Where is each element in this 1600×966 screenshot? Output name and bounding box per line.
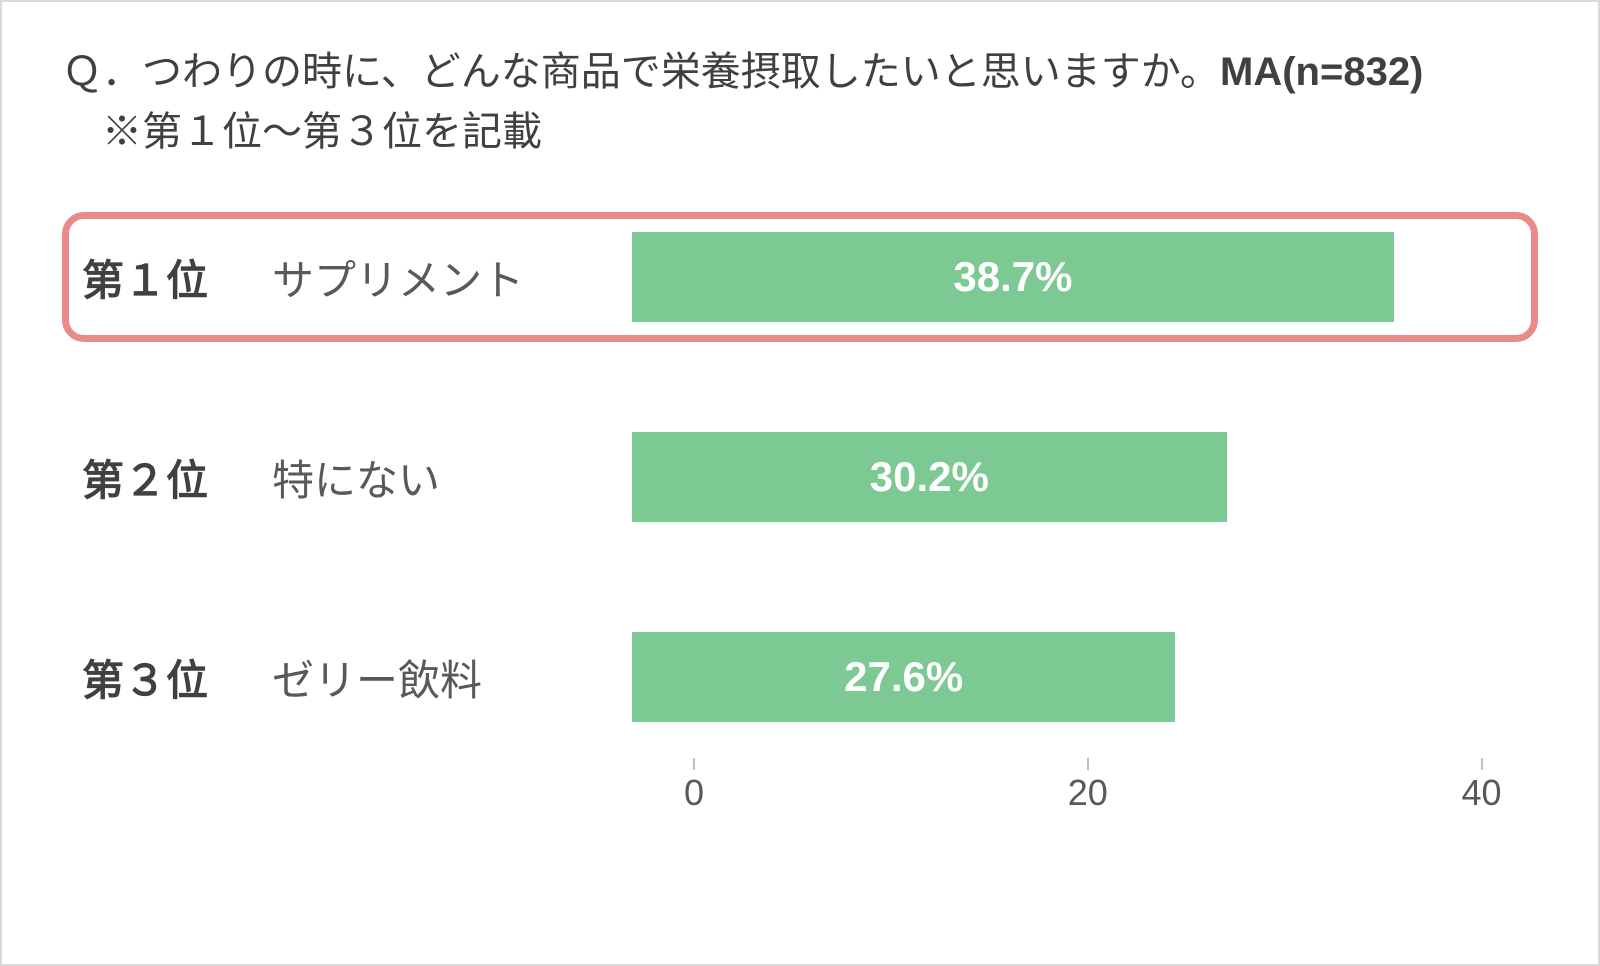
- bar-value-label: 30.2%: [870, 453, 989, 501]
- tick-mark: [1087, 758, 1089, 770]
- bar: 30.2%: [632, 432, 1227, 522]
- x-axis-tick: 20: [1068, 772, 1108, 814]
- x-axis-tick: 0: [684, 772, 704, 814]
- x-axis-tick: 40: [1462, 772, 1502, 814]
- rank-label: 第１位: [82, 247, 272, 308]
- ranking-row: 第１位サプリメント 38.7%: [62, 212, 1538, 342]
- chart-container: Ｑ．つわりの時に、どんな商品で栄養摂取したいと思いますか。MA(n=832) ※…: [0, 0, 1600, 966]
- bar-cell: 38.7%: [632, 219, 1518, 335]
- title-line-2: ※第１位～第３位を記載: [62, 102, 1538, 162]
- title-line-1: Ｑ．つわりの時に、どんな商品で栄養摂取したいと思いますか。MA(n=832): [62, 42, 1538, 102]
- title-sample-size: MA(n=832): [1220, 50, 1423, 94]
- title-question: Ｑ．つわりの時に、どんな商品で栄養摂取したいと思いますか。: [62, 50, 1220, 94]
- category-label: ゼリー飲料: [272, 647, 632, 708]
- tick-mark: [693, 758, 695, 770]
- tick-label: 0: [684, 772, 704, 813]
- tick-mark: [1481, 758, 1483, 770]
- rank-label: 第２位: [82, 447, 272, 508]
- tick-label: 20: [1068, 772, 1108, 813]
- bar-cell: 30.2%: [632, 412, 1518, 542]
- tick-label: 40: [1462, 772, 1502, 813]
- ranking-row: 第３位ゼリー飲料 27.6%: [62, 612, 1538, 742]
- bar-value-label: 38.7%: [953, 253, 1072, 301]
- category-label: サプリメント: [272, 247, 632, 308]
- bar-cell: 27.6%: [632, 612, 1518, 742]
- x-axis: 02040: [694, 772, 1580, 832]
- bar-value-label: 27.6%: [844, 653, 963, 701]
- chart-title: Ｑ．つわりの時に、どんな商品で栄養摂取したいと思いますか。MA(n=832) ※…: [62, 42, 1538, 162]
- category-label: 特にない: [272, 447, 632, 508]
- rank-label: 第３位: [82, 647, 272, 708]
- ranking-row: 第２位特にない 30.2%: [62, 412, 1538, 542]
- chart-rows: 第１位サプリメント 38.7% 第２位特にない 30.2% 第３位ゼリー飲料 27.6%: [62, 212, 1538, 742]
- bar: 38.7%: [632, 232, 1394, 322]
- bar: 27.6%: [632, 632, 1175, 722]
